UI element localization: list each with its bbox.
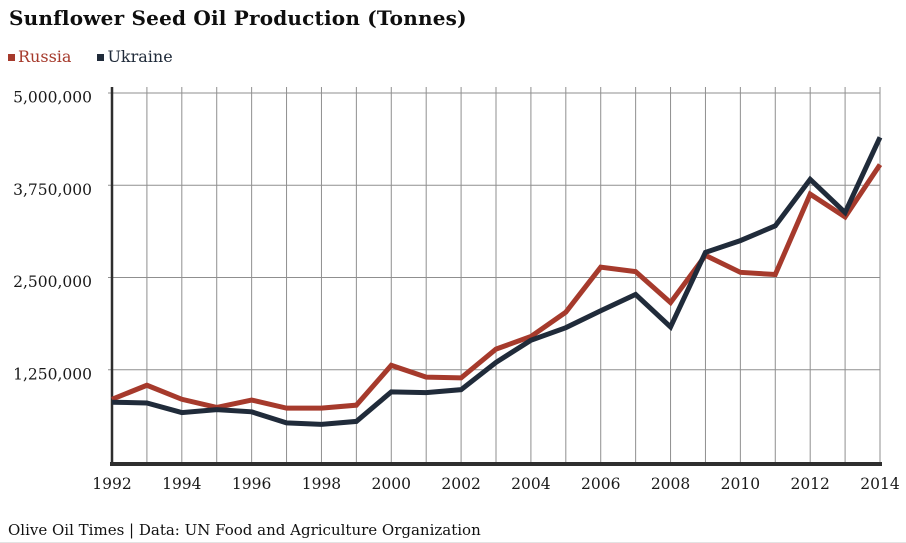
x-axis-tick-label: 1992 bbox=[92, 475, 131, 493]
legend: Russia Ukraine bbox=[8, 47, 173, 66]
x-axis-tick-label: 2002 bbox=[441, 475, 480, 493]
x-axis-tick-label: 2010 bbox=[721, 475, 760, 493]
x-axis-tick-label: 1994 bbox=[162, 475, 202, 493]
ukraine-series-line bbox=[111, 136, 883, 427]
x-axis-tick-label: 1998 bbox=[302, 475, 341, 493]
x-axis-tick-label: 2014 bbox=[860, 475, 900, 493]
attribution-text: Olive Oil Times | Data: UN Food and Agri… bbox=[8, 521, 481, 539]
y-axis-tick-label: 3,750,000 bbox=[13, 181, 92, 199]
y-axis-tick-label: 2,500,000 bbox=[13, 273, 92, 291]
legend-item-ukraine: Ukraine bbox=[97, 47, 173, 66]
legend-label-russia: Russia bbox=[18, 47, 72, 66]
x-axis-tick-label: 2008 bbox=[651, 475, 690, 493]
x-axis-tick-label: 2004 bbox=[511, 475, 551, 493]
x-axis-tick-label: 2012 bbox=[790, 475, 829, 493]
chart-title: Sunflower Seed Oil Production (Tonnes) bbox=[9, 6, 467, 30]
legend-label-ukraine: Ukraine bbox=[107, 47, 173, 66]
x-axis-tick-label: 1996 bbox=[232, 475, 271, 493]
y-axis-tick-label: 1,250,000 bbox=[13, 365, 92, 383]
x-axis-tick-label: 2000 bbox=[372, 475, 411, 493]
russia-series-line bbox=[111, 163, 883, 411]
russia-swatch-icon bbox=[8, 53, 15, 61]
ukraine-swatch-icon bbox=[97, 53, 105, 61]
y-axis-tick-label: 5,000,000 bbox=[13, 89, 92, 107]
x-axis-tick-label: 2006 bbox=[581, 475, 620, 493]
legend-item-russia: Russia bbox=[8, 47, 71, 66]
